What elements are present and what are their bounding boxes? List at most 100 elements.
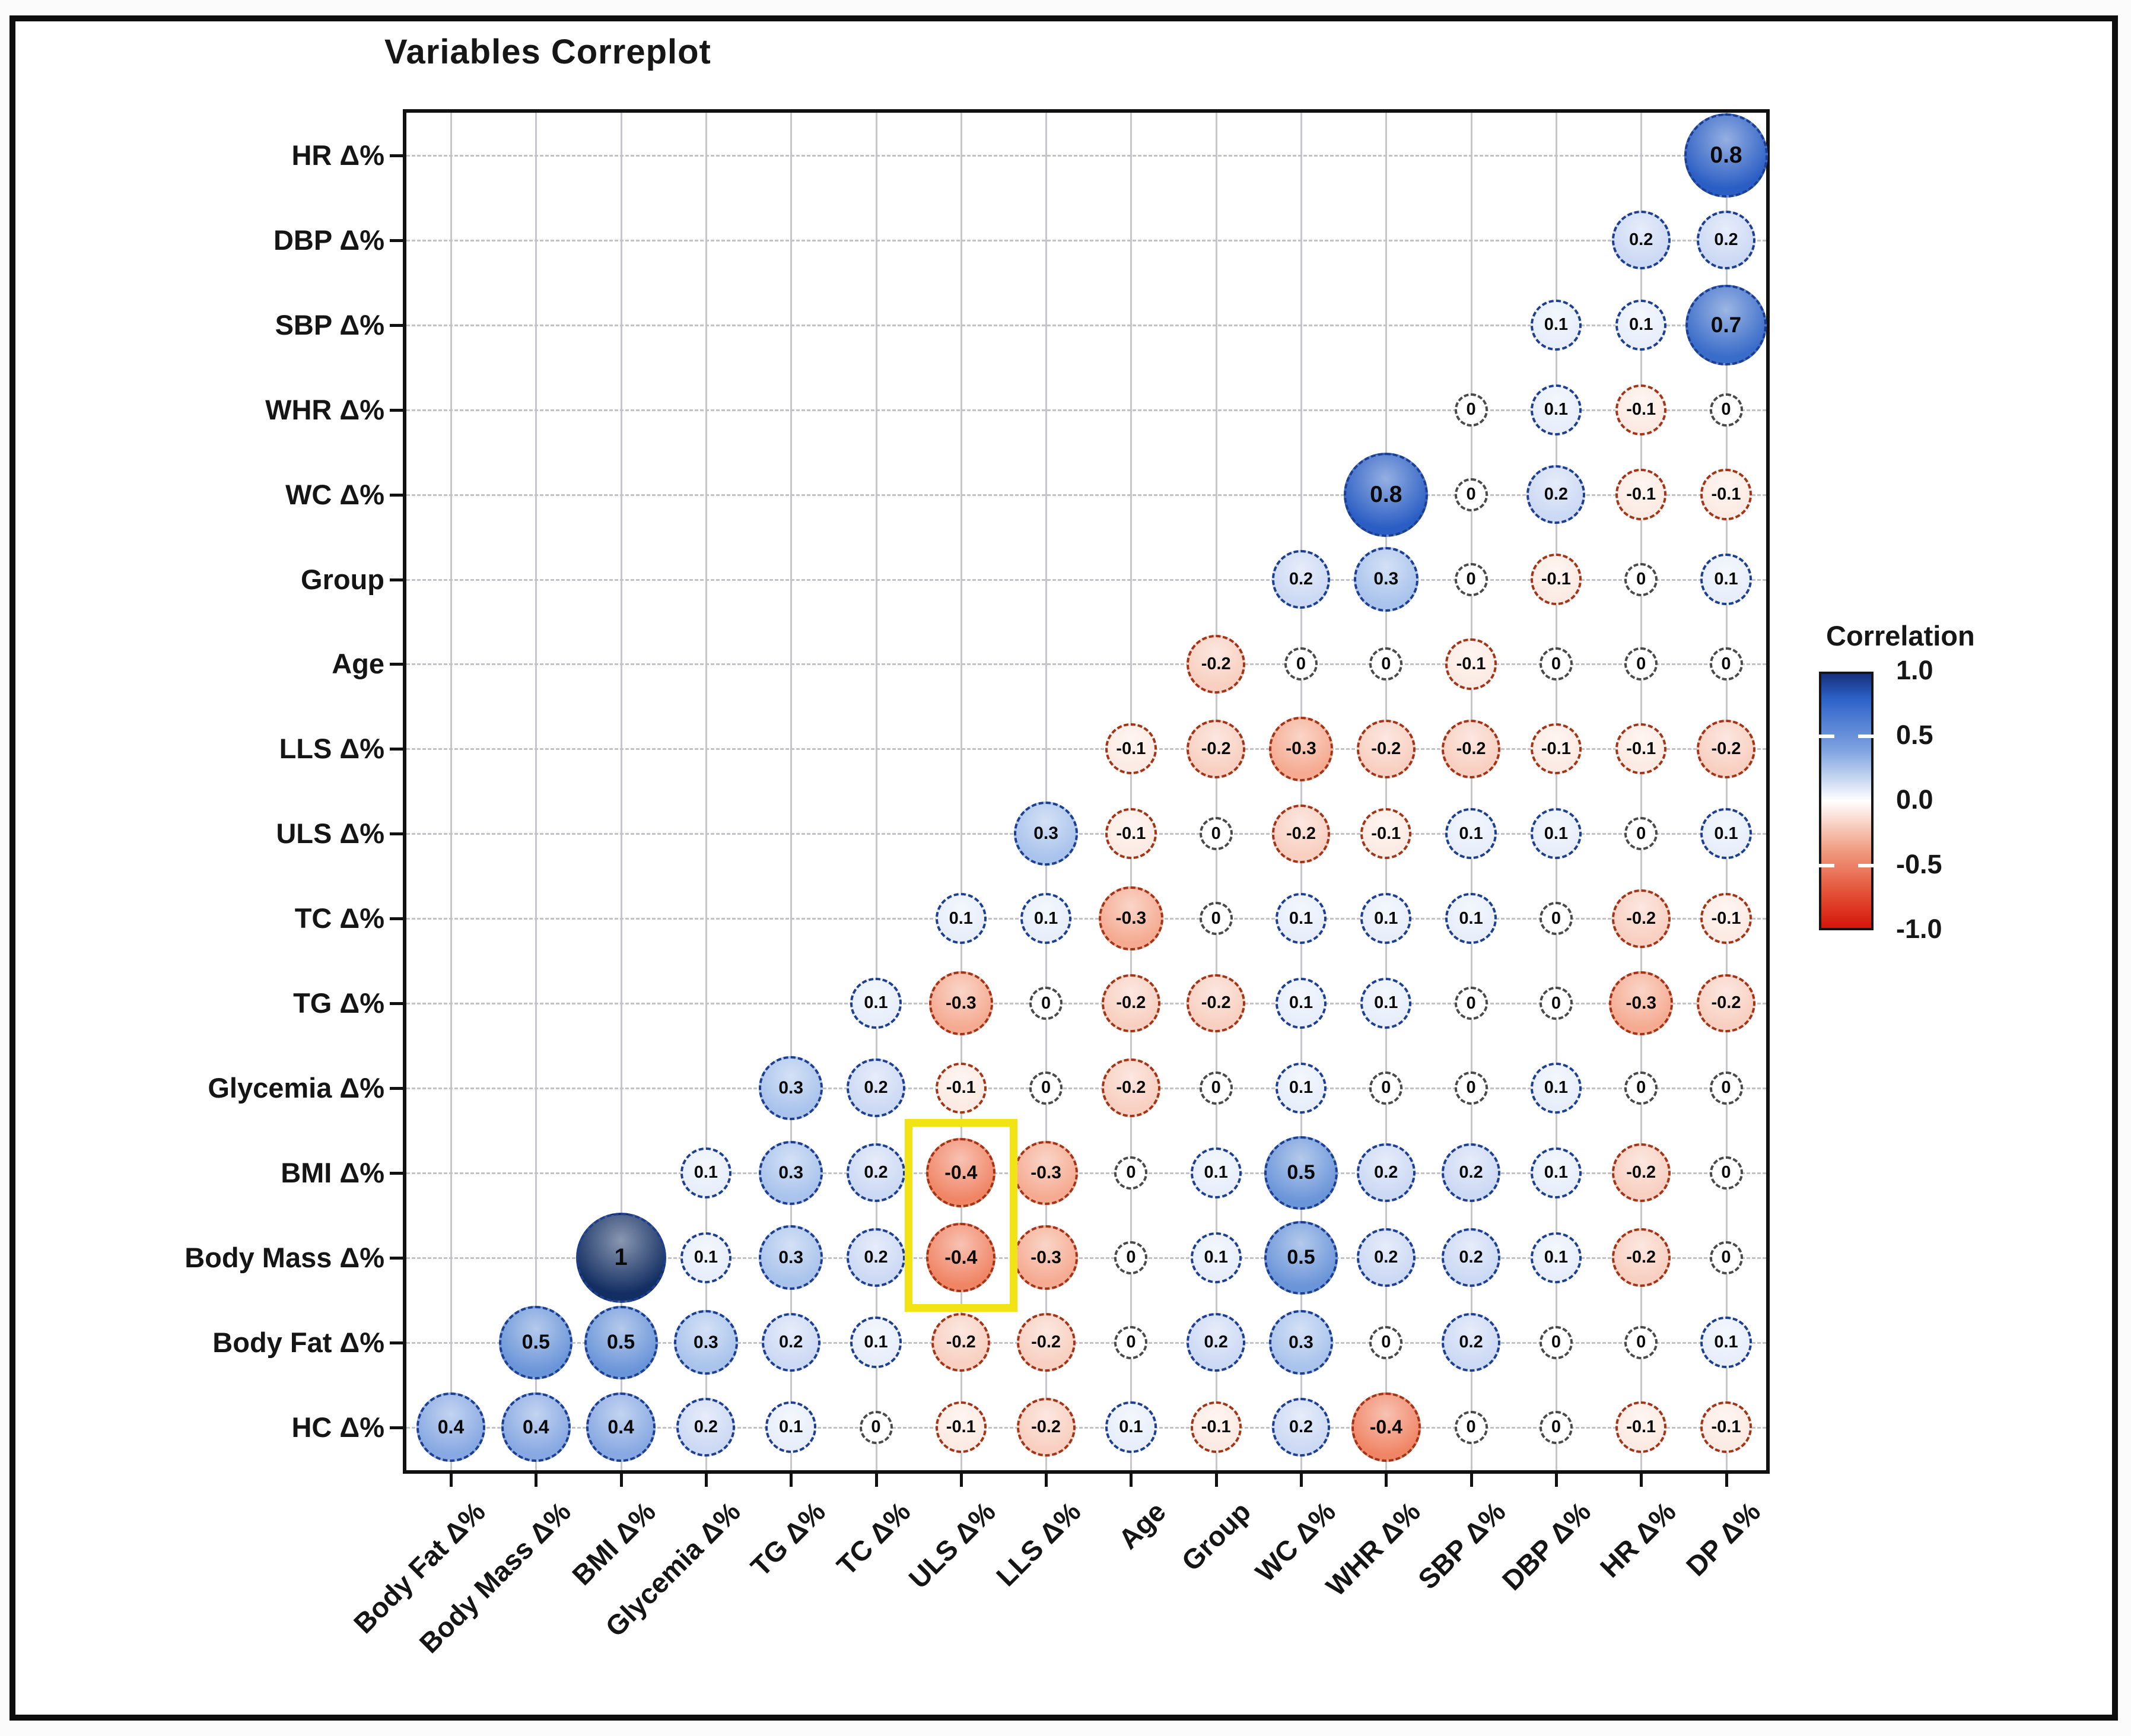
correlation-circle: -0.2 [1187,634,1246,694]
correlation-circle: 0.1 [1445,808,1497,860]
correlation-circle: 0 [1709,1071,1743,1105]
y-axis-tick [390,154,405,157]
correlation-circle: 0 [1454,478,1488,511]
y-axis-tick [390,493,405,497]
correlation-circle: -0.1 [935,1401,987,1453]
correlation-circle: 0.3 [673,1310,739,1375]
correlation-circle: 0.2 [1442,1313,1501,1372]
correlation-circle: -0.1 [1700,892,1752,945]
x-axis-tick [1385,1471,1388,1487]
correlation-circle: 0.3 [758,1055,823,1121]
correlation-circle: 0.1 [850,977,902,1029]
grid-line-horizontal [406,833,1766,835]
correlation-circle: 0 [1114,1325,1148,1359]
y-axis-tick [390,917,405,921]
grid-line-vertical [1470,113,1472,1470]
correlation-circle: -0.1 [1615,723,1667,775]
correlation-circle: 0 [1624,1325,1658,1359]
correlation-circle: 0 [1539,902,1573,936]
correlation-circle: 0 [1199,817,1233,851]
correlation-circle: -0.1 [1445,638,1497,690]
correlation-circle: 0 [1454,562,1488,596]
correlation-circle: 0 [1454,393,1488,427]
correlation-circle: 0 [1454,1410,1488,1444]
y-axis-tick [390,832,405,836]
correlation-circle: -0.1 [1700,469,1752,520]
correlation-circle: 0.2 [1697,211,1755,270]
correlation-circle: -0.3 [1268,717,1334,781]
y-axis-tick [390,1341,405,1344]
correlation-circle: -0.2 [1187,719,1246,778]
correlation-circle: -0.1 [1700,1401,1752,1453]
grid-line-vertical [1300,113,1302,1470]
correlation-circle: 0 [1114,1241,1148,1274]
correlation-circle: 0.1 [1020,892,1072,945]
correlation-circle: 0.2 [1271,1398,1331,1457]
correlation-circle: -0.2 [1611,1228,1671,1287]
y-axis-label: WC Δ% [285,478,384,510]
y-axis-label: Age [332,648,384,680]
legend-tick-mark [1858,864,1874,867]
grid-line-vertical [1215,113,1217,1470]
legend-tick-label: -1.0 [1896,914,1942,944]
correlation-circle: 0 [1709,1241,1743,1274]
x-axis-tick [619,1471,623,1487]
correlation-circle: 0.1 [1445,892,1497,945]
correlation-circle: 0 [859,1410,893,1444]
correlation-circle: 0.1 [1530,1062,1582,1114]
y-axis-label: Body Mass Δ% [185,1241,384,1273]
correlation-circle: 0.8 [1684,113,1769,198]
y-axis-tick [390,1002,405,1005]
grid-line-vertical [790,113,793,1470]
correlation-circle: -0.4 [926,1223,996,1293]
correlation-circle: 0 [1624,817,1658,851]
grid-line-horizontal [406,748,1766,751]
y-axis-tick [390,1171,405,1175]
y-axis-tick [390,663,405,666]
grid-line-vertical [1640,113,1643,1470]
correlation-circle: 0.2 [761,1313,820,1372]
y-axis-label: WHR Δ% [265,393,384,425]
correlation-circle: 0.2 [1611,211,1671,270]
correlation-circle: 0 [1114,1156,1148,1190]
grid-line-horizontal [406,1426,1766,1429]
correlation-circle: 0 [1369,1071,1403,1105]
correlation-circle: 0 [1454,1071,1488,1105]
correlation-circle: 0.2 [1442,1228,1501,1287]
correlation-circle: 0.1 [1530,1147,1582,1198]
x-axis-tick [704,1471,708,1487]
correlation-circle: 0 [1539,1410,1573,1444]
chart-title: Variables Correplot [384,33,711,71]
grid-line-horizontal [406,1003,1766,1004]
correlation-circle: 0.3 [758,1225,823,1290]
grid-line-vertical [1045,113,1048,1470]
correlation-circle: -0.1 [935,1062,987,1114]
grid-line-vertical [1555,113,1557,1470]
correlation-circle: 0.3 [1354,547,1418,612]
correlation-circle: 0.2 [847,1143,905,1203]
grid-line-horizontal [406,1172,1766,1174]
correlation-circle: 0 [1199,1071,1233,1105]
grid-line-horizontal [406,663,1766,666]
correlation-circle: 0 [1369,647,1403,681]
correlation-circle: 0 [1539,1325,1573,1359]
grid-line-vertical [705,113,707,1470]
correlation-circle: 0 [1709,393,1743,427]
correlation-circle: 0 [1709,647,1743,681]
x-axis-tick [1470,1471,1473,1487]
correlation-circle: 0.1 [1530,299,1582,351]
correlation-circle: 0.2 [1356,1228,1416,1287]
y-axis-label: BMI Δ% [281,1156,384,1188]
x-axis-tick [1130,1471,1133,1487]
y-axis-label: Group [301,563,384,595]
correlation-circle: 0.5 [499,1305,573,1379]
correlation-circle: -0.3 [928,971,994,1036]
y-axis-tick [390,578,405,581]
correlation-circle: 0.5 [1264,1136,1338,1210]
correlation-circle: 0.5 [584,1305,658,1379]
y-axis-label: LLS Δ% [279,733,384,765]
x-axis-tick [1554,1471,1558,1487]
correlation-circle: 0.2 [847,1228,905,1287]
legend-colorbar [1819,672,1874,930]
grid-line-horizontal [406,578,1766,581]
